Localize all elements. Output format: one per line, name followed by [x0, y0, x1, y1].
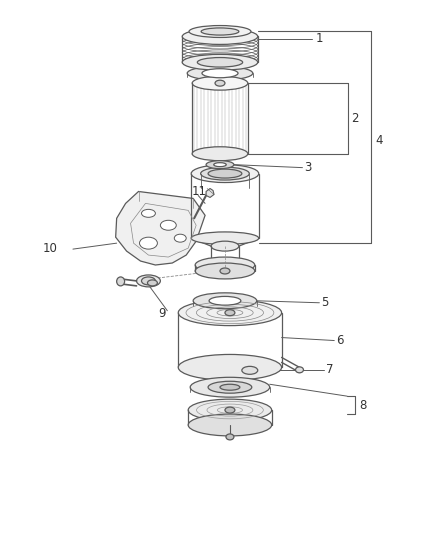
Ellipse shape — [208, 169, 242, 178]
Text: 6: 6 — [336, 334, 344, 346]
Polygon shape — [206, 189, 214, 197]
Ellipse shape — [160, 220, 176, 230]
Ellipse shape — [174, 234, 186, 242]
Ellipse shape — [191, 232, 259, 245]
Ellipse shape — [214, 163, 226, 167]
Ellipse shape — [188, 399, 272, 421]
Ellipse shape — [206, 160, 234, 168]
Ellipse shape — [178, 354, 282, 380]
Ellipse shape — [191, 165, 259, 182]
Ellipse shape — [178, 300, 282, 326]
Ellipse shape — [202, 69, 238, 78]
Ellipse shape — [201, 28, 239, 35]
Ellipse shape — [201, 167, 249, 180]
Text: 2: 2 — [351, 112, 359, 125]
Ellipse shape — [225, 407, 235, 413]
Text: 8: 8 — [359, 399, 367, 412]
Ellipse shape — [141, 277, 155, 285]
Text: 10: 10 — [43, 242, 58, 255]
Ellipse shape — [192, 147, 248, 160]
Text: 4: 4 — [375, 134, 382, 147]
Ellipse shape — [182, 29, 258, 44]
Ellipse shape — [296, 367, 304, 373]
Ellipse shape — [198, 58, 243, 67]
Ellipse shape — [182, 54, 258, 70]
Text: 3: 3 — [304, 160, 312, 174]
Ellipse shape — [137, 275, 160, 287]
Text: 1: 1 — [315, 33, 323, 45]
Ellipse shape — [140, 237, 157, 249]
Ellipse shape — [208, 381, 252, 393]
Text: 5: 5 — [321, 296, 329, 309]
Ellipse shape — [117, 277, 124, 286]
Text: 11: 11 — [191, 185, 206, 198]
Ellipse shape — [211, 241, 239, 251]
Ellipse shape — [209, 296, 241, 305]
Ellipse shape — [225, 310, 235, 316]
Text: 7: 7 — [326, 364, 334, 376]
Ellipse shape — [141, 209, 155, 217]
Ellipse shape — [192, 76, 248, 90]
Ellipse shape — [242, 366, 258, 374]
Ellipse shape — [215, 80, 225, 86]
Ellipse shape — [220, 384, 240, 390]
Ellipse shape — [187, 66, 253, 80]
Ellipse shape — [220, 268, 230, 274]
Ellipse shape — [226, 434, 234, 440]
Ellipse shape — [195, 263, 255, 279]
Polygon shape — [116, 191, 205, 265]
Text: 9: 9 — [159, 306, 166, 320]
Ellipse shape — [195, 257, 255, 273]
Ellipse shape — [190, 377, 270, 397]
Ellipse shape — [148, 280, 157, 286]
Ellipse shape — [189, 26, 251, 37]
Ellipse shape — [193, 293, 257, 309]
Ellipse shape — [188, 414, 272, 436]
